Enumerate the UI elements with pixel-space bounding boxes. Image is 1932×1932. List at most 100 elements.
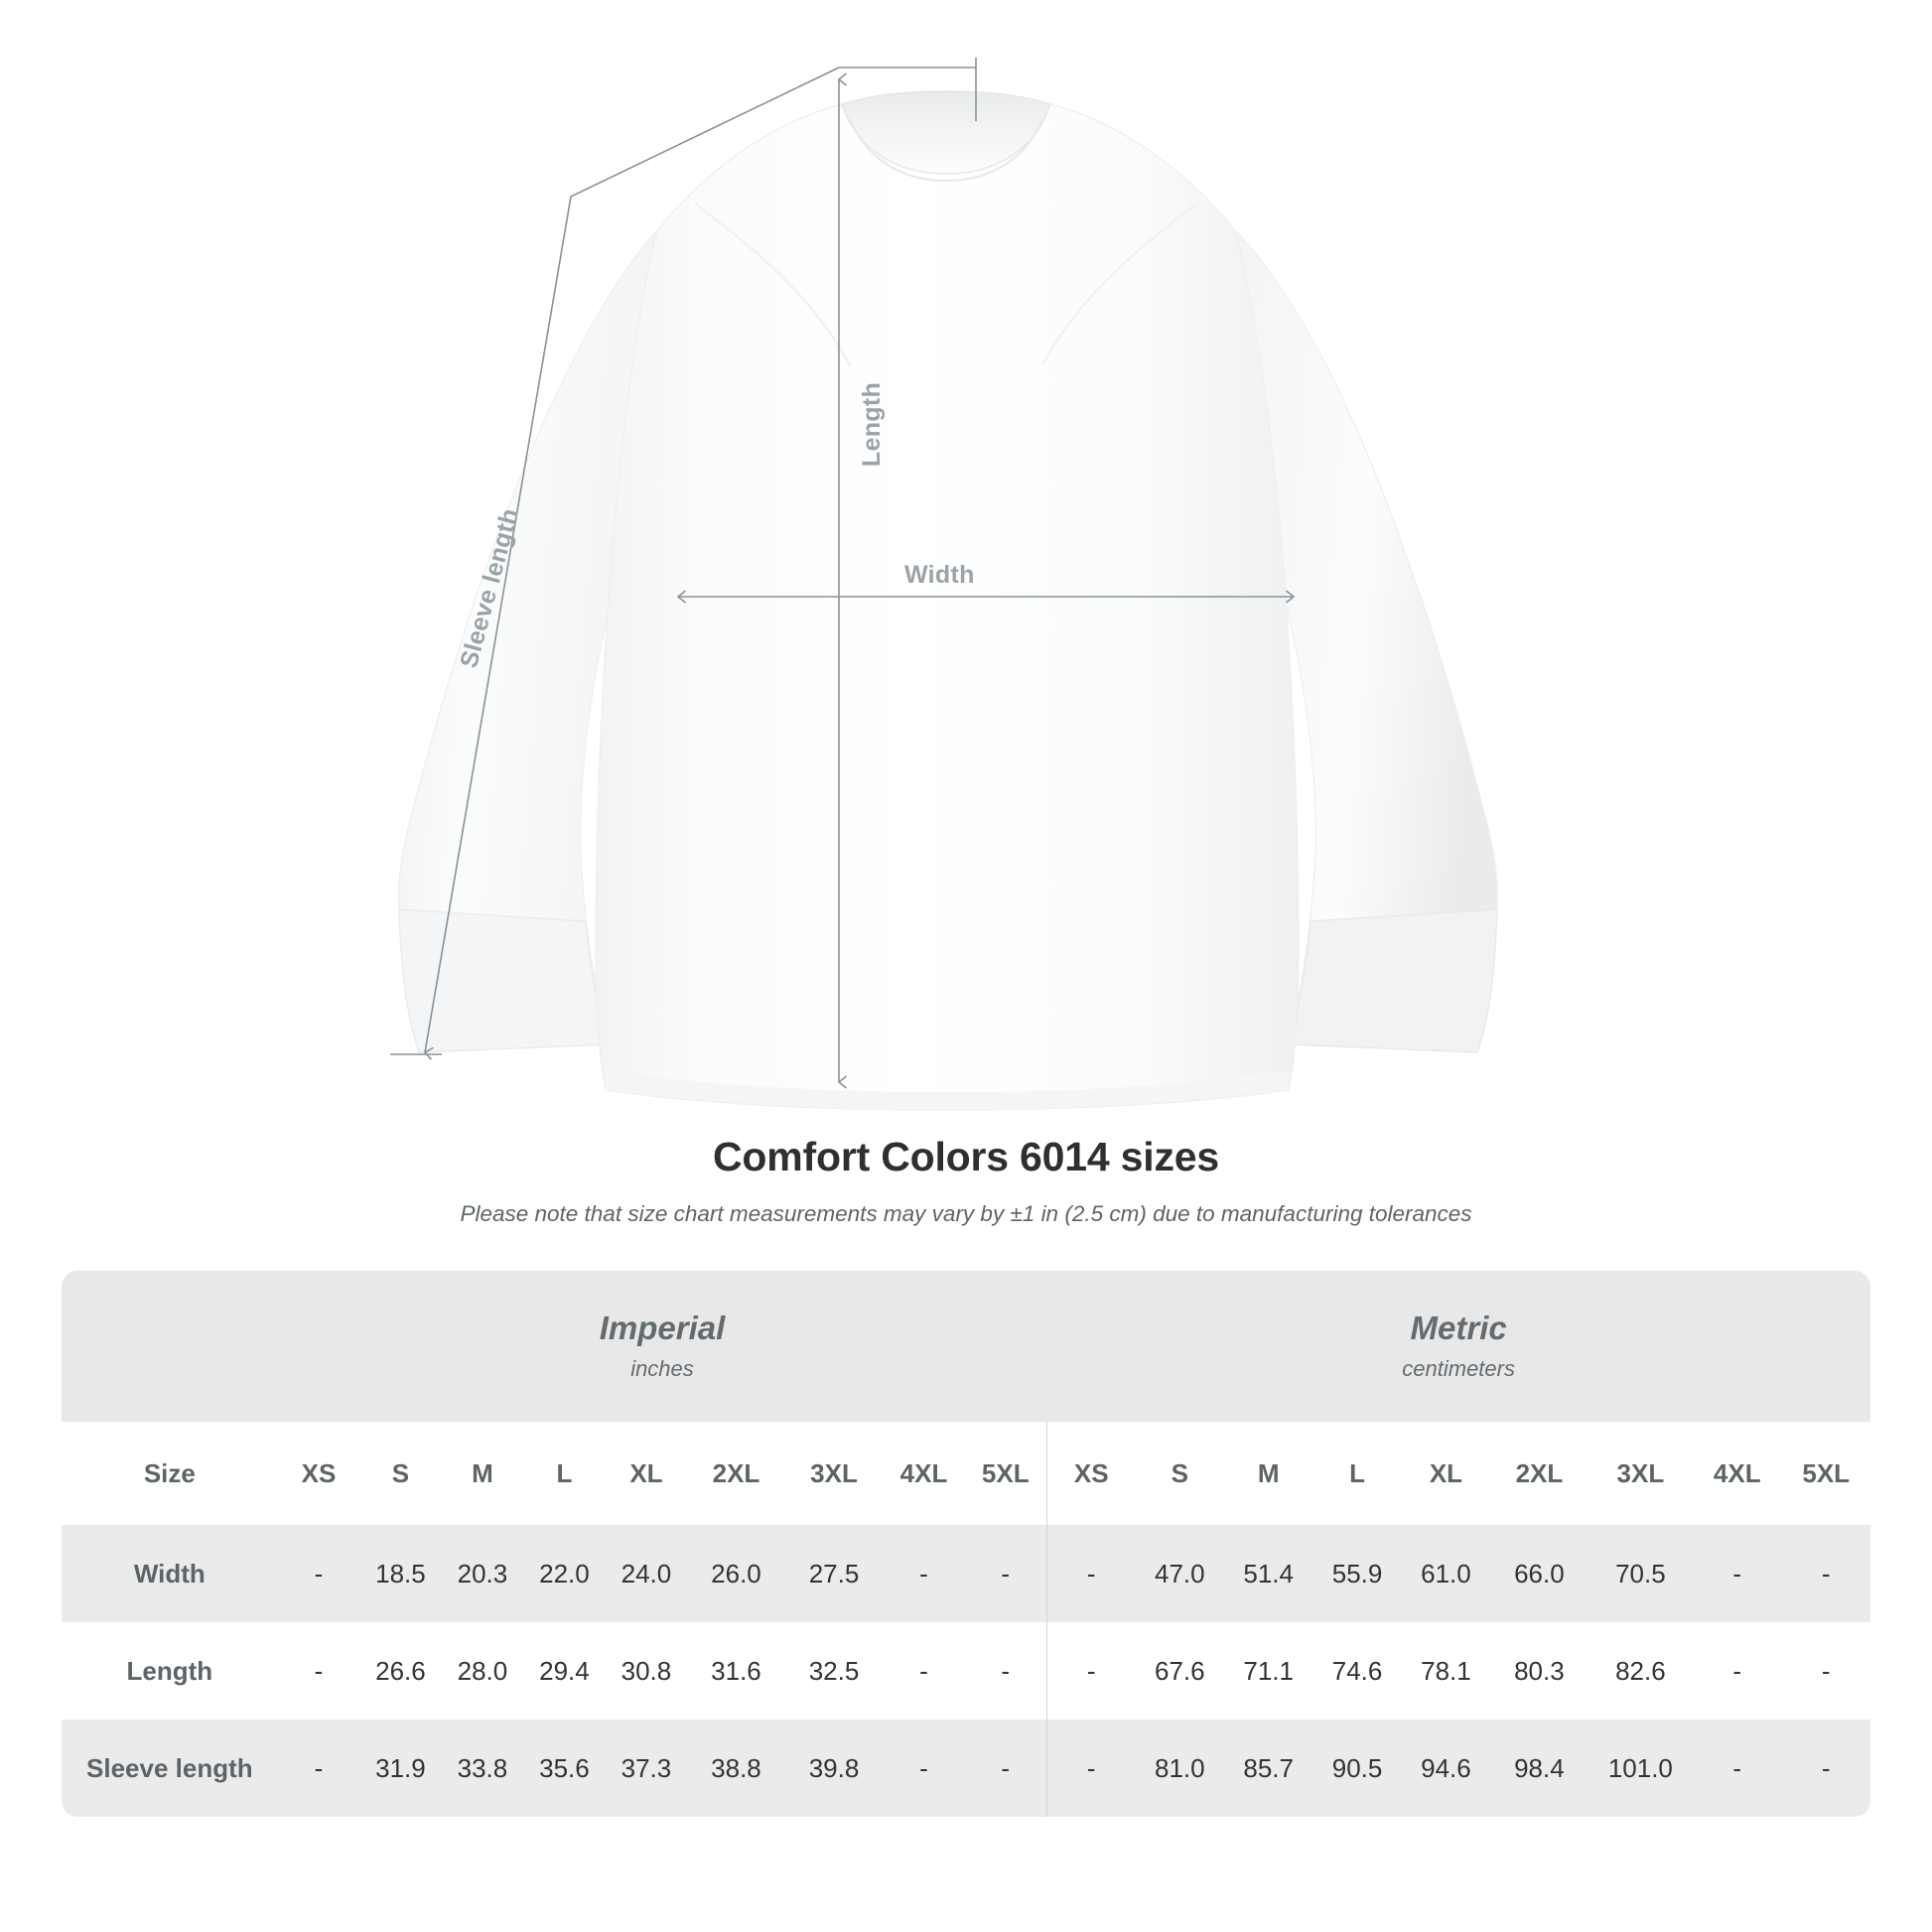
cell-width-metric-4xl: - [1693, 1525, 1782, 1622]
size-chart-table: Imperial inches Metric centimeters Size … [62, 1271, 1870, 1817]
header-metric-l: L [1312, 1422, 1402, 1525]
header-metric-4xl: 4XL [1693, 1422, 1782, 1525]
row-label-length: Length [62, 1622, 278, 1720]
shirt-illustration [390, 58, 1499, 1111]
header-imperial-xs: XS [277, 1422, 360, 1525]
cell-length-imperial-4xl: - [883, 1622, 965, 1720]
cell-sleeve-metric-m: 85.7 [1224, 1720, 1313, 1817]
cell-length-imperial-2xl: 31.6 [687, 1622, 785, 1720]
row-label-width: Width [62, 1525, 278, 1622]
cell-length-metric-5xl: - [1781, 1622, 1870, 1720]
cell-sleeve-imperial-xl: 37.3 [605, 1720, 688, 1817]
cell-length-imperial-xl: 30.8 [605, 1622, 688, 1720]
imperial-unit-sub: inches [630, 1355, 694, 1381]
cell-sleeve-metric-s: 81.0 [1135, 1720, 1225, 1817]
metric-banner-cell: Metric centimeters [1046, 1271, 1870, 1422]
header-metric-s: S [1135, 1422, 1225, 1525]
header-imperial-m: M [441, 1422, 524, 1525]
cell-sleeve-imperial-l: 35.6 [523, 1720, 606, 1817]
right-cuff [1288, 908, 1498, 1053]
cell-width-metric-l: 55.9 [1312, 1525, 1402, 1622]
cell-width-imperial-xs: - [277, 1525, 360, 1622]
page-subtitle: Please note that size chart measurements… [460, 1201, 1472, 1226]
collar-seam [849, 118, 1043, 183]
metric-unit-name: Metric [1410, 1309, 1507, 1346]
cell-width-metric-xl: 61.0 [1401, 1525, 1491, 1622]
cell-width-imperial-xl: 24.0 [605, 1525, 688, 1622]
header-imperial-l: L [523, 1422, 606, 1525]
cell-sleeve-imperial-xs: - [277, 1720, 360, 1817]
imperial-banner-cell: Imperial inches [277, 1271, 1047, 1422]
cell-width-imperial-l: 22.0 [523, 1525, 606, 1622]
header-imperial-4xl: 4XL [883, 1422, 965, 1525]
metric-unit-sub: centimeters [1402, 1355, 1515, 1381]
row-label-sleeve-length: Sleeve length [62, 1720, 278, 1817]
cell-length-imperial-s: 26.6 [359, 1622, 442, 1720]
cell-width-imperial-3xl: 27.5 [784, 1525, 884, 1622]
cell-length-imperial-xs: - [277, 1622, 360, 1720]
cell-sleeve-imperial-2xl: 38.8 [687, 1720, 785, 1817]
cell-length-metric-m: 71.1 [1224, 1622, 1313, 1720]
table-row: Sleeve length - 31.9 33.8 35.6 37.3 38.8… [62, 1720, 1870, 1817]
cell-length-imperial-3xl: 32.5 [784, 1622, 884, 1720]
cell-sleeve-metric-xl: 94.6 [1401, 1720, 1491, 1817]
cell-sleeve-metric-4xl: - [1693, 1720, 1782, 1817]
cell-length-imperial-m: 28.0 [441, 1622, 524, 1720]
imperial-unit-name: Imperial [599, 1309, 726, 1346]
cell-sleeve-metric-3xl: 101.0 [1587, 1720, 1694, 1817]
cell-width-metric-xs: - [1045, 1525, 1136, 1622]
cell-width-metric-s: 47.0 [1135, 1525, 1225, 1622]
cell-sleeve-imperial-m: 33.8 [441, 1720, 524, 1817]
header-imperial-s: S [359, 1422, 442, 1525]
cell-sleeve-metric-2xl: 98.4 [1490, 1720, 1588, 1817]
cell-width-imperial-2xl: 26.0 [687, 1525, 785, 1622]
header-imperial-5xl: 5XL [964, 1422, 1047, 1525]
page-title: Comfort Colors 6014 sizes [713, 1134, 1219, 1179]
collar [841, 90, 1051, 175]
header-metric-m: M [1224, 1422, 1313, 1525]
shirt-body [595, 103, 1300, 1111]
header-metric-5xl: 5XL [1781, 1422, 1870, 1525]
left-shoulder-seam [694, 203, 852, 366]
header-imperial-xl: XL [605, 1422, 688, 1525]
cell-sleeve-metric-xs: - [1045, 1720, 1136, 1817]
cell-width-metric-2xl: 66.0 [1490, 1525, 1588, 1622]
cell-length-metric-xl: 78.1 [1401, 1622, 1491, 1720]
size-chart-table-wrapper: Imperial inches Metric centimeters Size … [62, 1271, 1870, 1817]
header-imperial-2xl: 2XL [687, 1422, 785, 1525]
table-row: Length - 26.6 28.0 29.4 30.8 31.6 32.5 -… [62, 1622, 1870, 1720]
width-label: Width [904, 561, 975, 589]
sleeve-measure-line [423, 67, 840, 1060]
cell-sleeve-imperial-4xl: - [883, 1720, 965, 1817]
cell-length-metric-4xl: - [1693, 1622, 1782, 1720]
cell-length-metric-l: 74.6 [1312, 1622, 1402, 1720]
cell-sleeve-imperial-s: 31.9 [359, 1720, 442, 1817]
unit-banner-row: Imperial inches Metric centimeters [62, 1271, 1870, 1422]
garment-diagram: Length Width Sleeve length [390, 58, 1499, 1111]
size-header-row: Size XS S M L XL 2XL 3XL 4XL 5XL XS S M … [62, 1422, 1870, 1525]
title-block: Comfort Colors 6014 sizes Please note th… [0, 1132, 1932, 1227]
cell-sleeve-imperial-5xl: - [964, 1720, 1047, 1817]
length-label: Length [858, 381, 887, 468]
left-cuff [398, 908, 609, 1053]
cell-sleeve-imperial-3xl: 39.8 [784, 1720, 884, 1817]
cell-length-metric-2xl: 80.3 [1490, 1622, 1588, 1720]
header-metric-xl: XL [1401, 1422, 1491, 1525]
cell-width-imperial-5xl: - [964, 1525, 1047, 1622]
cell-length-imperial-l: 29.4 [523, 1622, 606, 1720]
cell-sleeve-metric-5xl: - [1781, 1720, 1870, 1817]
cell-width-metric-m: 51.4 [1224, 1525, 1313, 1622]
hem [606, 1070, 1289, 1110]
cell-width-imperial-4xl: - [883, 1525, 965, 1622]
header-metric-xs: XS [1045, 1422, 1136, 1525]
cell-width-metric-5xl: - [1781, 1525, 1870, 1622]
table-row: Width - 18.5 20.3 22.0 24.0 26.0 27.5 - … [62, 1525, 1870, 1622]
header-metric-3xl: 3XL [1587, 1422, 1694, 1525]
cell-length-imperial-5xl: - [964, 1622, 1047, 1720]
cell-width-metric-3xl: 70.5 [1587, 1525, 1694, 1622]
cell-sleeve-metric-l: 90.5 [1312, 1720, 1402, 1817]
cell-width-imperial-s: 18.5 [359, 1525, 442, 1622]
cell-length-metric-xs: - [1045, 1622, 1136, 1720]
size-corner-header: Size [62, 1422, 278, 1525]
banner-corner-cell [62, 1271, 278, 1422]
